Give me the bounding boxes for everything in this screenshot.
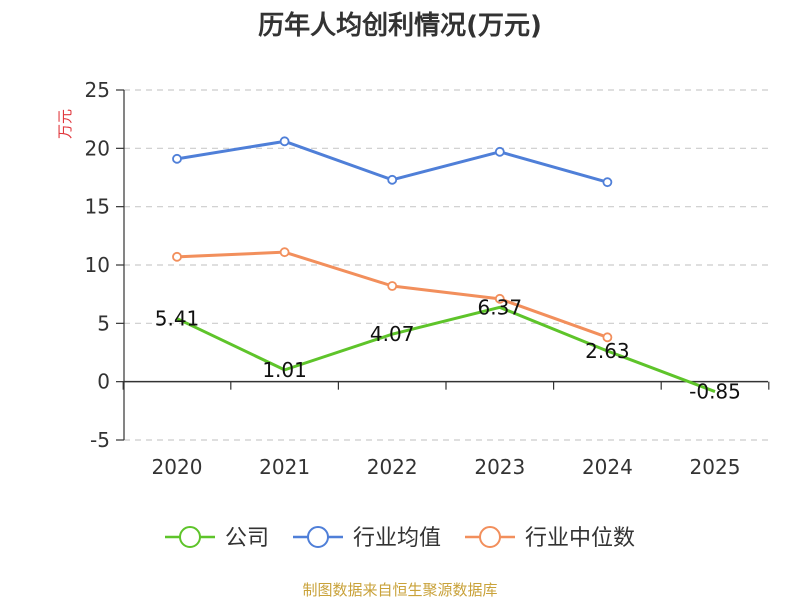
series-lines <box>172 136 716 393</box>
data-label: 4.07 <box>370 322 415 346</box>
series-point <box>494 146 505 157</box>
y-tick-label: 25 <box>85 78 110 102</box>
grid-lines <box>124 89 768 441</box>
series-point <box>387 281 398 291</box>
x-tick-label: 2022 <box>367 455 418 479</box>
x-tick-label: 2024 <box>582 455 633 479</box>
legend-circle-icon <box>307 526 329 548</box>
legend-label: 行业均值 <box>353 526 441 551</box>
data-label: 2.63 <box>585 339 630 363</box>
series-point <box>602 332 613 343</box>
series-point <box>172 251 182 262</box>
series-point <box>279 136 290 147</box>
legend[interactable]: 公司 行业均值 行业中位数 <box>165 526 635 551</box>
series-point <box>279 247 290 258</box>
x-tick-label: 2020 <box>152 455 203 479</box>
y-tick-label: 20 <box>85 136 110 160</box>
data-label: 1.01 <box>262 358 307 382</box>
y-tick-label: 5 <box>97 311 110 335</box>
chart-title: 历年人均创利情况(万元) <box>258 10 542 41</box>
x-tick-label: 2025 <box>690 455 741 479</box>
series-line-0 <box>176 305 716 393</box>
data-labels: 5.41 1.01 4.07 6.37 2.63 -0.85 <box>155 295 741 403</box>
legend-circle-icon <box>479 526 501 548</box>
y-tick-label: 15 <box>85 195 110 219</box>
x-tick-label: 2021 <box>259 455 310 479</box>
source-note: 制图数据来自恒生聚源数据库 <box>302 581 497 599</box>
y-axis-label: 万元 <box>56 109 74 139</box>
series-point <box>494 293 505 304</box>
legend-item-0[interactable]: 公司 <box>165 526 269 551</box>
y-tick-label: -5 <box>90 428 110 452</box>
legend-item-2[interactable]: 行业中位数 <box>465 526 635 551</box>
series-point <box>387 174 398 185</box>
axes: 25 20 15 10 5 0 -5 2020 2021 2022 2023 2024 2025 <box>85 78 770 479</box>
data-label: -0.85 <box>689 380 741 404</box>
legend-circle-icon <box>179 526 201 548</box>
legend-label: 行业中位数 <box>525 526 635 551</box>
y-tick-label: 10 <box>85 253 110 277</box>
series-point <box>172 153 182 164</box>
x-tick-label: 2023 <box>474 455 525 479</box>
legend-item-1[interactable]: 行业均值 <box>293 526 441 551</box>
y-tick-label: 0 <box>97 370 110 394</box>
data-label: 5.41 <box>155 307 200 331</box>
data-label: 6.37 <box>478 295 523 319</box>
legend-label: 公司 <box>225 526 269 551</box>
series-point <box>602 177 613 188</box>
